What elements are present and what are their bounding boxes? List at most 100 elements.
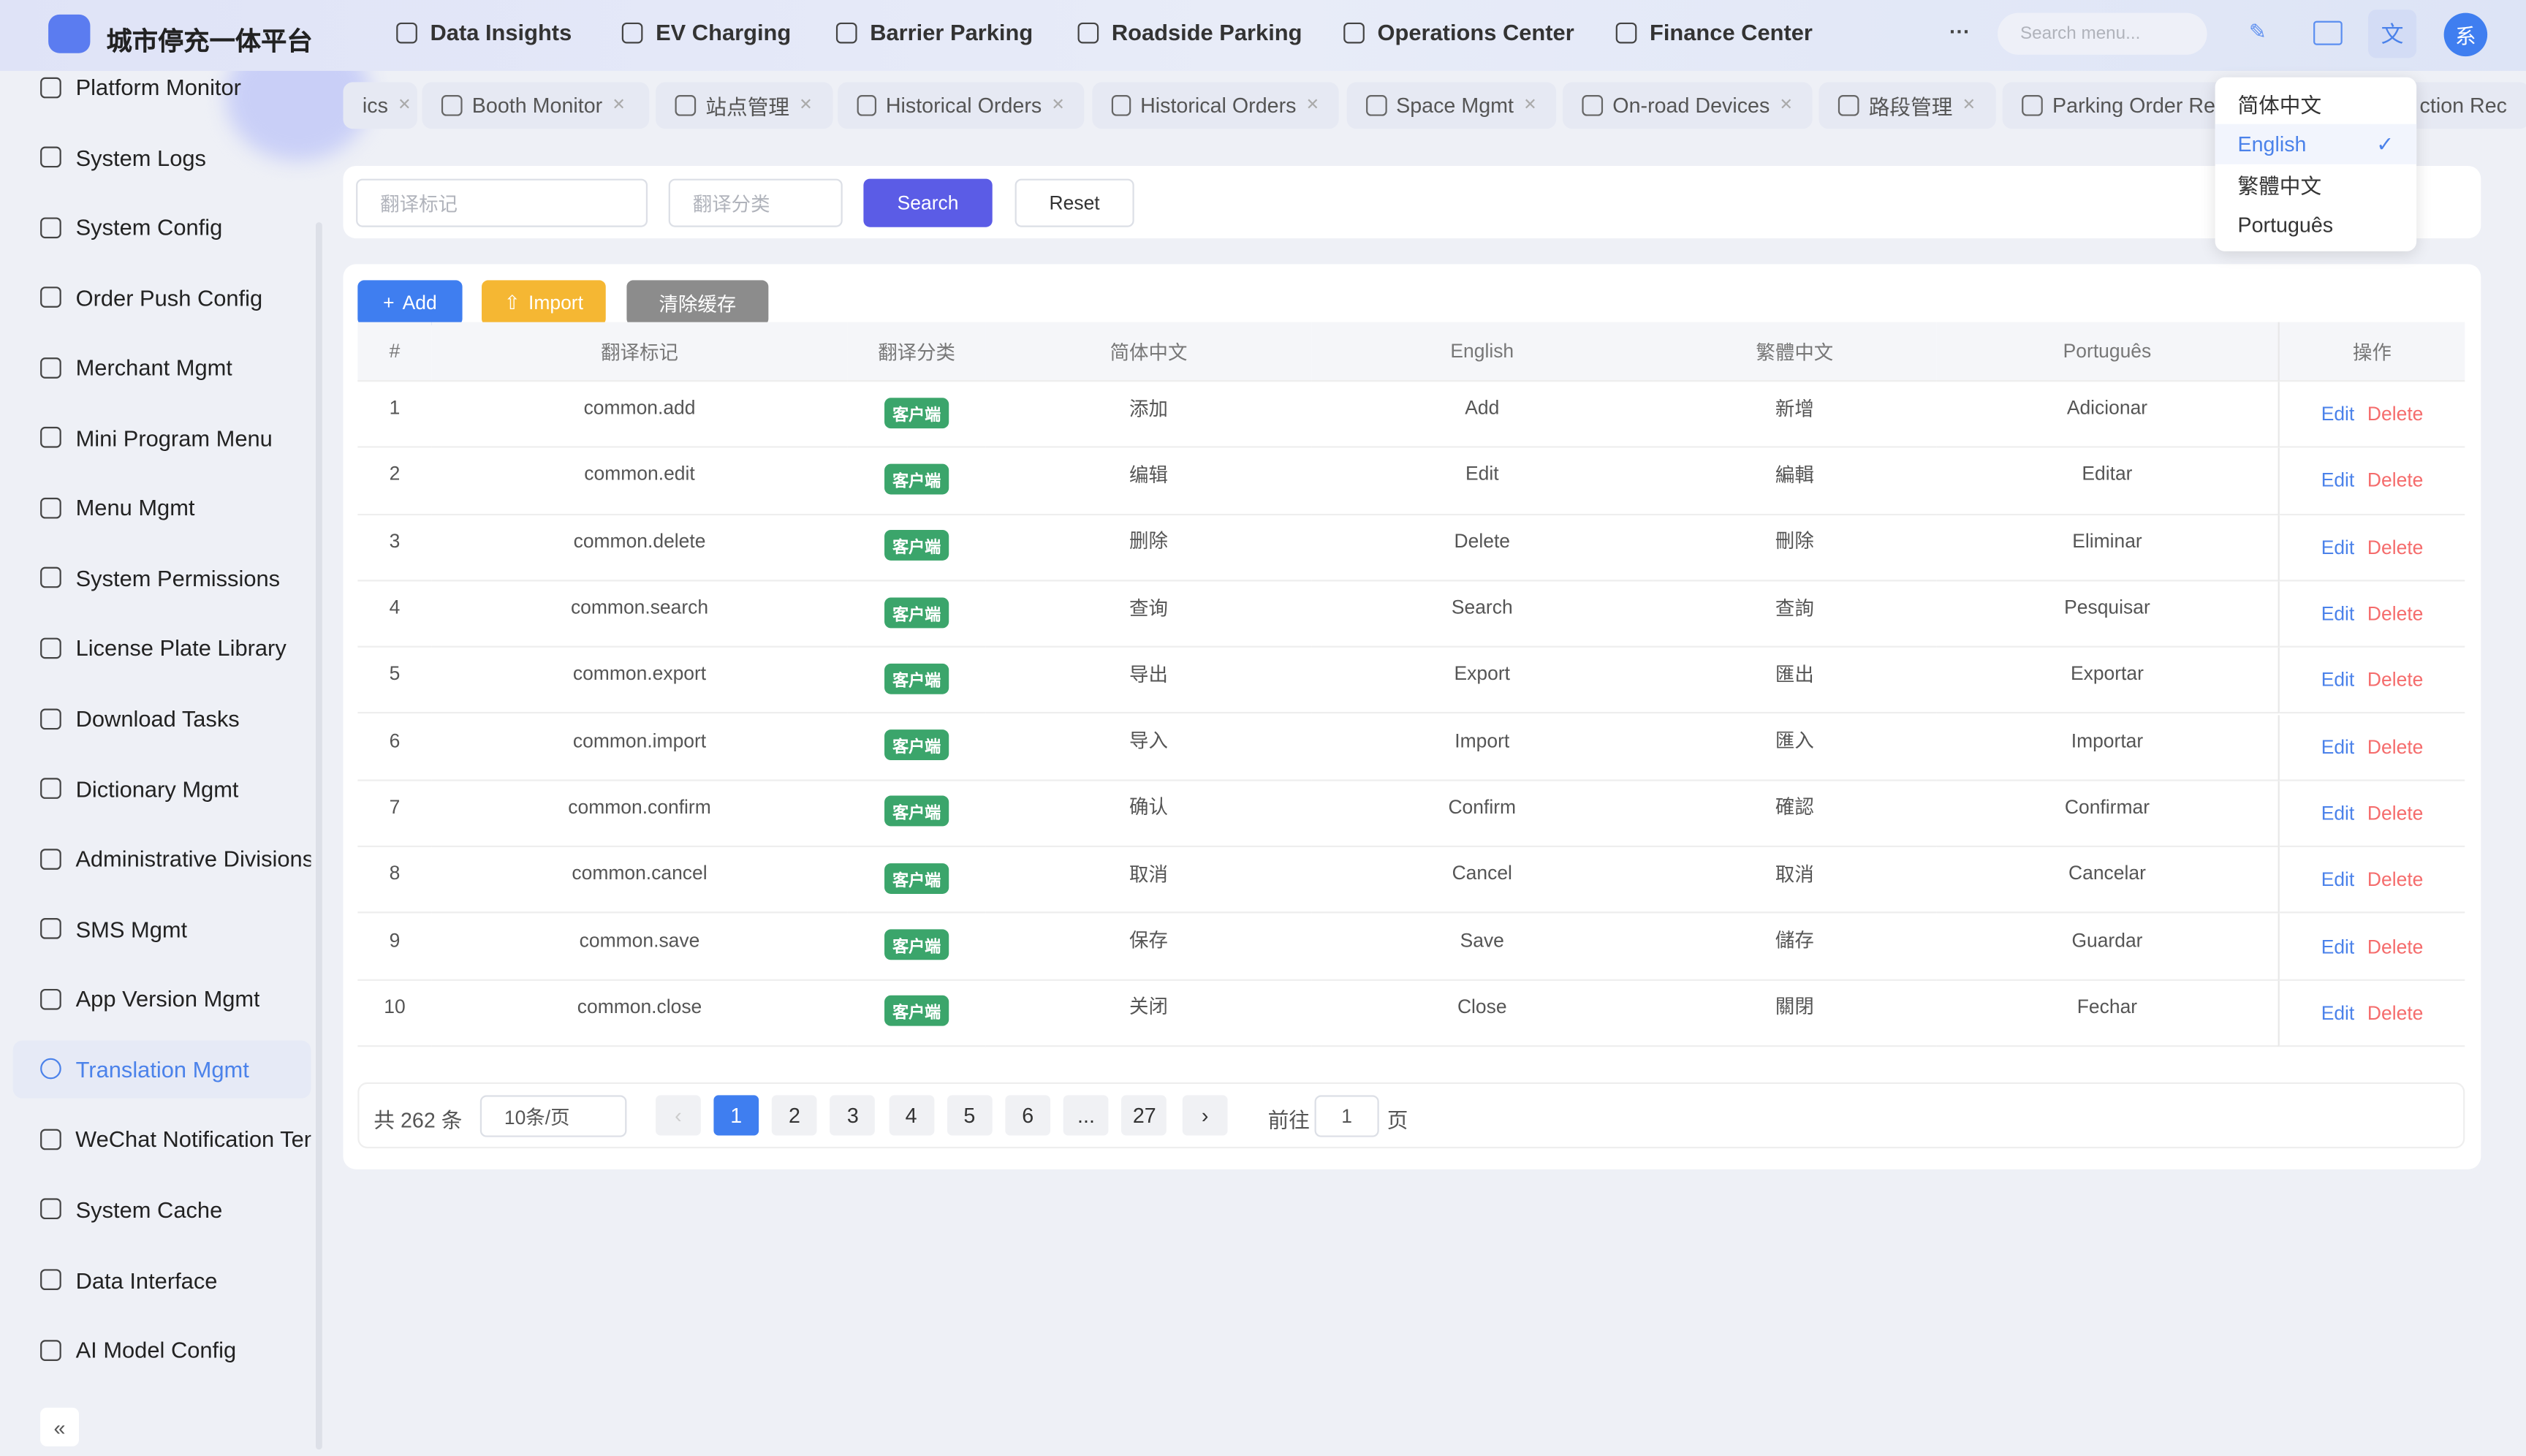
sidebar-item[interactable]: Merchant Mgmt [13,338,311,396]
tab[interactable]: 站点管理✕ [656,82,832,129]
tab-label: Historical Orders [886,94,1042,118]
edit-button[interactable]: Edit [2321,735,2355,758]
sidebar-item[interactable]: System Cache [13,1180,311,1238]
reset-button[interactable]: Reset [1015,179,1134,227]
menu-search[interactable]: Search menu... [1998,13,2207,55]
sidebar-item[interactable]: App Version Mgmt [13,970,311,1028]
delete-button[interactable]: Delete [2367,935,2423,958]
page-button[interactable]: 5 [947,1095,993,1135]
edit-button[interactable]: Edit [2321,935,2355,958]
import-button[interactable]: ⇧ Import [482,280,606,325]
language-option[interactable]: 繁體中文 [2215,164,2417,205]
tab-close: ✕ [1051,96,1064,114]
tab[interactable]: On-road Devices✕ [1563,82,1813,129]
sidebar-item[interactable]: Translation Mgmt [13,1040,311,1098]
nav-item[interactable]: Barrier Parking [836,19,1033,45]
sidebar-item[interactable]: License Plate Library [13,619,311,677]
ai-icon[interactable]: ✎ [2249,19,2275,45]
page-button[interactable]: 4 [889,1095,934,1135]
search-button[interactable]: Search [863,179,992,227]
sidebar-item[interactable]: System Permissions [13,549,311,607]
edit-button[interactable]: Edit [2321,469,2355,492]
page-button[interactable]: ... [1063,1095,1109,1135]
category-tag: 客户端 [884,862,949,893]
category-tag: 客户端 [884,397,949,428]
delete-button[interactable]: Delete [2367,403,2423,425]
sidebar-item[interactable]: SMS Mgmt [13,900,311,958]
sidebar-item[interactable]: Platform Monitor [13,58,311,115]
delete-button[interactable]: Delete [2367,602,2423,625]
delete-button[interactable]: Delete [2367,1001,2423,1024]
sidebar-item[interactable]: Administrative Divisions [13,830,311,887]
sidebar-item[interactable]: WeChat Notification Ten [13,1110,311,1168]
language-option[interactable]: Português [2215,205,2417,245]
tab[interactable]: ics✕ [343,82,417,129]
sidebar-item[interactable]: System Logs [13,128,311,186]
more-icon[interactable]: ··· [1949,19,1971,43]
language-button[interactable]: 文 [2368,10,2416,58]
tab[interactable]: Booth Monitor✕ [422,82,649,129]
sidebar-item[interactable]: Data Interface [13,1251,311,1308]
key-input[interactable]: 翻译标记 [356,179,648,227]
nav-item[interactable]: Finance Center [1616,19,1813,45]
nav-item[interactable]: Data Insights [396,19,572,45]
edit-button[interactable]: Edit [2321,802,2355,824]
clear-cache-label: 清除缓存 [659,289,736,316]
nav-item[interactable]: Operations Center [1343,19,1574,45]
edit-button[interactable]: Edit [2321,602,2355,625]
delete-button[interactable]: Delete [2367,868,2423,891]
collapse-button[interactable]: « [40,1408,79,1446]
page-button[interactable]: 1 [713,1095,759,1135]
icon [40,1058,61,1080]
prev-page[interactable]: ‹ [656,1095,701,1135]
page-button[interactable]: 27 [1122,1095,1167,1135]
next-page[interactable]: › [1183,1095,1228,1135]
add-button[interactable]: + Add [357,280,462,325]
tab[interactable]: ction Rec [2400,82,2526,129]
nav-item[interactable]: EV Charging [622,19,791,45]
tab[interactable]: Historical Orders✕ [1092,82,1338,129]
edit-button[interactable]: Edit [2321,403,2355,425]
sidebar-item[interactable]: Order Push Config [13,268,311,326]
avatar[interactable]: 系 [2444,13,2488,56]
sidebar-item[interactable]: Download Tasks [13,689,311,747]
delete-button[interactable]: Delete [2367,469,2423,492]
language-option[interactable]: 简体中文 [2215,84,2417,124]
sidebar-label: Mini Program Menu [76,425,273,450]
table-row: 7common.confirm客户端确认Confirm確認ConfirmarEd… [357,781,2465,847]
sidebar-item[interactable]: Dictionary Mgmt [13,759,311,817]
page-button[interactable]: 3 [830,1095,876,1135]
cell: Exportar [1936,648,2277,714]
edit-button[interactable]: Edit [2321,868,2355,891]
sidebar-item[interactable]: Mini Program Menu [13,409,311,466]
nav-item[interactable]: Roadside Parking [1078,19,1302,45]
edit-button[interactable]: Edit [2321,1001,2355,1024]
brand: 城市停充一体平台 [106,19,312,58]
sidebar-item[interactable]: AI Model Config [13,1321,311,1379]
actions-cell: Edit Delete [2278,781,2465,847]
sidebar-item[interactable]: Menu Mgmt [13,479,311,536]
language-option[interactable]: English✓ [2215,124,2417,164]
page-button[interactable]: 2 [772,1095,817,1135]
tab[interactable]: Space Mgmt✕ [1347,82,1557,129]
goto-input[interactable]: 1 [1315,1095,1379,1137]
edit-button[interactable]: Edit [2321,536,2355,558]
page-button[interactable]: 6 [1005,1095,1050,1135]
page-size[interactable]: 10条/页 [480,1095,627,1137]
tab[interactable]: 路段管理✕ [1818,82,1995,129]
delete-button[interactable]: Delete [2367,669,2423,691]
delete-button[interactable]: Delete [2367,735,2423,758]
tab-label: On-road Devices [1612,94,1770,118]
cell: common.confirm [432,781,848,847]
screen-icon[interactable] [2313,21,2343,45]
clear-cache-button[interactable]: 清除缓存 [626,280,768,325]
sidebar-item[interactable]: System Config [13,198,311,256]
tab[interactable]: Historical Orders ✕ [838,82,1084,129]
cell: 客户端 [847,781,986,847]
edit-button[interactable]: Edit [2321,669,2355,691]
category-select[interactable]: 翻译分类 [669,179,843,227]
delete-button[interactable]: Delete [2367,802,2423,824]
cell: 客户端 [847,980,986,1047]
delete-button[interactable]: Delete [2367,536,2423,558]
